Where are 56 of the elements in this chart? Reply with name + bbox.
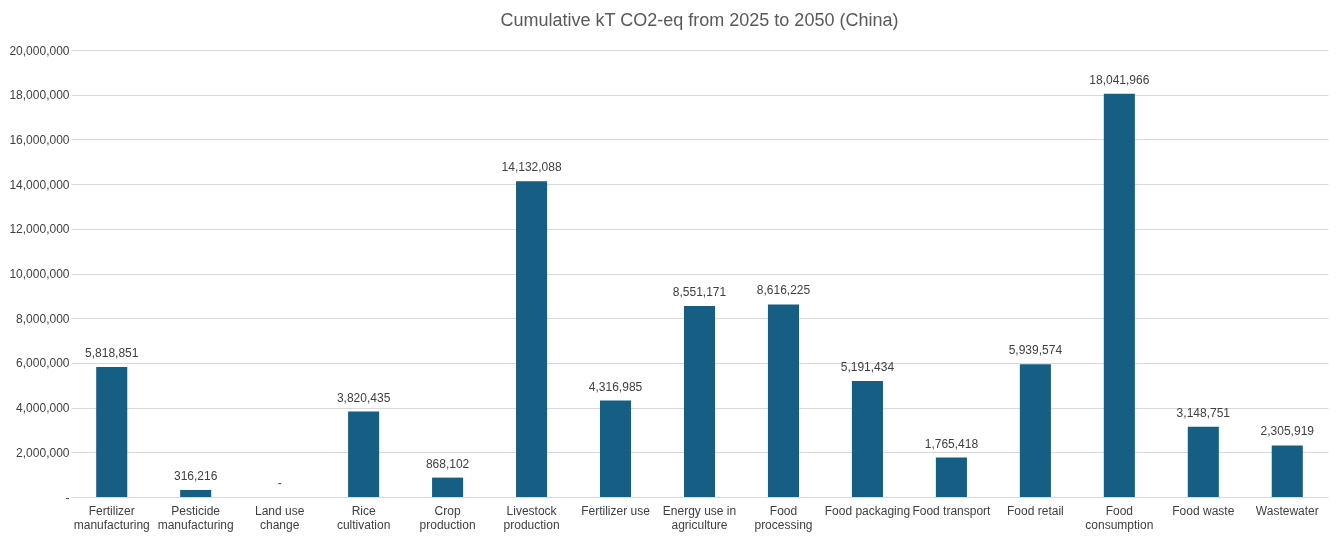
chart-title: Cumulative kT CO2-eq from 2025 to 2050 (China)	[500, 10, 899, 30]
x-tick-label: Food retail	[1007, 503, 1064, 518]
data-label: 14,132,088	[501, 160, 562, 175]
x-tick-label: Food consumption	[1085, 503, 1154, 532]
y-tick-label: 6,000,000	[16, 356, 70, 371]
bar	[432, 477, 464, 497]
x-tick-label: Food processing	[754, 503, 813, 532]
data-label: 8,551,171	[672, 284, 727, 299]
x-tick-label: Energy use in agriculture	[662, 503, 737, 532]
y-tick-label: -	[65, 490, 70, 505]
y-tick-label: 8,000,000	[16, 311, 70, 326]
bar	[1187, 426, 1219, 497]
x-tick-label: Land use change	[254, 503, 305, 532]
y-tick-label: 4,000,000	[16, 401, 70, 416]
data-label: 2,305,919	[1260, 424, 1315, 439]
bar	[180, 489, 212, 497]
data-label: 3,820,435	[336, 390, 391, 405]
x-tick-label: Fertilizer manufacturing	[73, 503, 150, 532]
y-tick-label: 10,000,000	[9, 267, 70, 281]
bar	[767, 304, 799, 497]
x-tick-label: Fertilizer use	[581, 503, 651, 518]
y-tick-label: 2,000,000	[16, 445, 70, 460]
bar	[851, 380, 883, 497]
data-label: 5,191,434	[840, 359, 895, 374]
bar	[1103, 93, 1135, 497]
bar	[683, 305, 716, 497]
x-tick-label: Crop production	[419, 503, 476, 532]
bar	[600, 400, 632, 497]
data-label: 316,216	[174, 468, 218, 483]
x-tick-label: Pesticide manufacturing	[157, 503, 234, 532]
data-label: 4,316,985	[588, 379, 643, 394]
data-label: 5,818,851	[85, 345, 139, 360]
x-tick-label: Food packaging	[824, 503, 911, 518]
y-tick-label: 12,000,000	[9, 222, 70, 237]
data-label: 3,148,751	[1176, 405, 1231, 420]
bar	[348, 411, 380, 497]
y-tick-label: 16,000,000	[9, 132, 70, 147]
bar	[1019, 364, 1051, 497]
x-tick-label: Livestock production	[503, 503, 560, 532]
bar	[935, 457, 967, 497]
data-label: -	[277, 476, 282, 490]
data-label: 868,102	[425, 456, 470, 471]
bar	[96, 366, 128, 497]
data-label: 18,041,966	[1089, 72, 1150, 87]
x-tick-label: Food transport	[912, 503, 992, 518]
data-label: 5,939,574	[1008, 343, 1063, 358]
x-tick-label: Rice cultivation	[336, 503, 391, 532]
bar	[516, 181, 548, 497]
y-tick-label: 14,000,000	[9, 177, 70, 192]
y-tick-label: 20,000,000	[9, 43, 70, 58]
data-label: 8,616,225	[756, 283, 811, 298]
data-label: 1,765,418	[924, 436, 979, 451]
x-tick-label: Wastewater	[1255, 503, 1319, 518]
bar	[1271, 445, 1303, 497]
y-tick-label: 18,000,000	[9, 88, 70, 103]
x-tick-label: Food waste	[1172, 503, 1235, 518]
